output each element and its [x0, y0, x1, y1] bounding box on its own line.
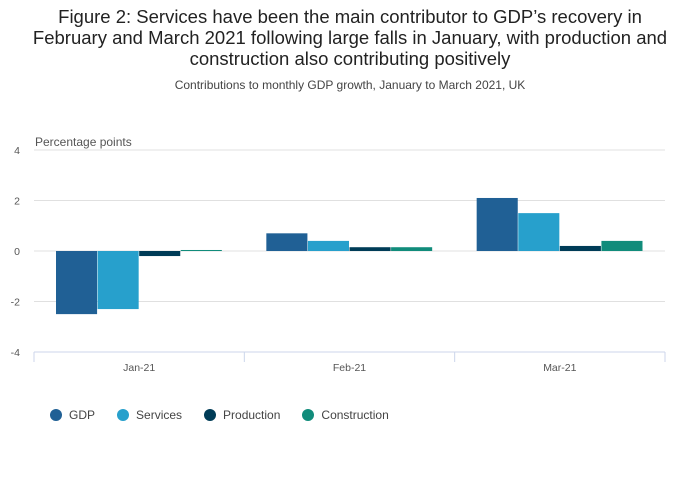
y-tick-label: 0 [14, 246, 20, 258]
legend-swatch [50, 409, 62, 421]
bar-production-mar-21 [559, 245, 601, 251]
bar-gdp-feb-21 [266, 233, 308, 251]
legend-item-construction[interactable]: Construction [302, 408, 389, 422]
bar-gdp-mar-21 [476, 197, 518, 251]
bar-chart: -4 -2 0 2 4 Jan-21 Feb-21 Mar-21 [11, 145, 666, 374]
bar-construction-jan-21 [180, 249, 222, 251]
legend-label: Construction [321, 408, 389, 422]
x-tick-label: Mar-21 [543, 362, 576, 374]
legend-item-services[interactable]: Services [117, 408, 182, 422]
bar-construction-mar-21 [601, 240, 643, 251]
y-tick-label: -2 [11, 297, 20, 309]
y-axis-label: Percentage points [35, 135, 132, 149]
x-tick-label: Jan-21 [123, 362, 155, 374]
legend-label: GDP [69, 408, 96, 422]
y-tick-label: -4 [11, 347, 20, 359]
bar-production-feb-21 [349, 247, 391, 251]
x-tick-label: Feb-21 [333, 362, 366, 374]
bar-gdp-jan-21 [56, 251, 98, 315]
bar-services-feb-21 [307, 240, 349, 251]
legend-item-production[interactable]: Production [204, 408, 280, 422]
bar-services-jan-21 [97, 251, 139, 310]
legend-swatch [302, 409, 315, 421]
y-tick-label: 4 [14, 145, 20, 157]
chart-legend: GDP Services Production Construction [50, 408, 389, 422]
y-tick-label: 2 [14, 196, 20, 208]
legend-label: Services [136, 408, 183, 422]
chart-subtitle: Contributions to monthly GDP growth, Jan… [174, 78, 526, 92]
chart-title: Figure 2: Services have been the main co… [32, 6, 668, 69]
legend-label: Production [223, 408, 281, 422]
bar-construction-feb-21 [391, 247, 433, 251]
legend-swatch [204, 409, 217, 421]
legend-swatch [117, 409, 130, 421]
legend-item-gdp[interactable]: GDP [50, 408, 95, 422]
bar-production-jan-21 [139, 251, 181, 257]
bar-services-mar-21 [518, 213, 560, 251]
